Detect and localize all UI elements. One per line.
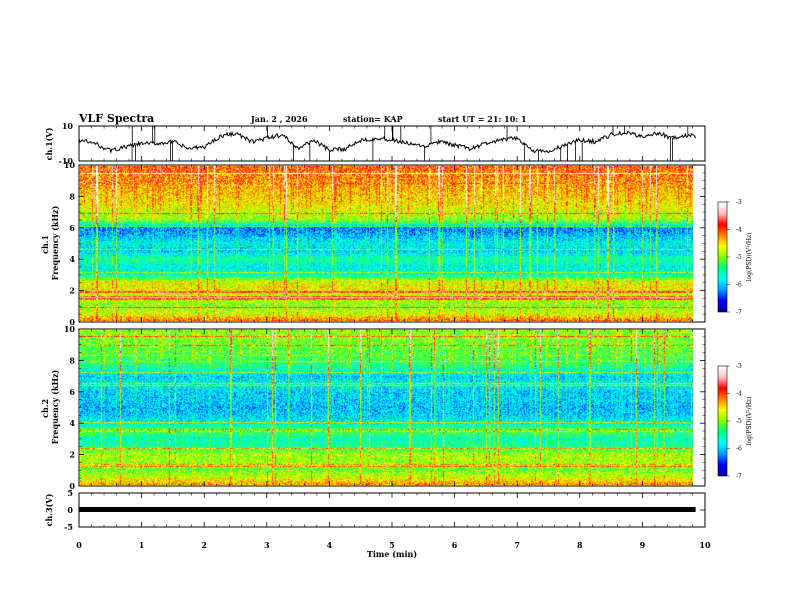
x-axis-label: Time (min) [367,549,417,559]
y-tick-label: 0 [69,481,75,491]
start-time-label: start UT = 21: 10: 1 [438,114,527,124]
x-tick-label: 0 [76,540,82,550]
ch1-colorbar-label: log(PSD)(V²/Hz) [746,233,753,282]
x-tick-label: 4 [327,540,333,550]
y-tick-label: 10 [64,160,76,170]
ch2-colorbar-label: log(PSD)(V²/Hz) [746,397,753,446]
x-tick-label: 2 [201,540,207,550]
colorbar-tick-label: -3 [736,199,742,206]
ch1-colorbar [718,202,727,312]
ch2-spectrogram-image [80,330,693,485]
y-tick-label: 4 [69,418,75,428]
y-tick-label: 2 [69,450,75,460]
station-label: station= KAP [343,114,403,124]
x-tick-label: 5 [389,540,395,550]
colorbar-tick-label: -4 [736,391,742,398]
x-tick-label: 8 [577,540,583,550]
ch3-waveform-series [79,507,696,512]
y-tick-label: 8 [69,191,75,201]
colorbar-tick-label: -6 [736,282,742,289]
y-tick-label: 6 [69,223,75,233]
ch1-spectrogram-ylabel-line2: Frequency (kHz) [50,205,60,280]
ch1-waveform-spikes [131,126,689,161]
ch1-spectrogram-ylabel-line1: ch.1 [40,235,50,254]
y-tick-label: 8 [69,355,75,365]
y-tick-label: -5 [64,522,73,532]
x-tick-label: 7 [514,540,520,550]
chart-title: VLF Spectra [78,112,154,125]
y-tick-label: 5 [67,488,73,498]
x-tick-label: 6 [452,540,458,550]
x-tick-label: 3 [264,540,270,550]
y-tick-label: 2 [69,286,75,296]
y-tick-label: 10 [62,121,74,131]
colorbar-tick-label: -7 [736,473,742,480]
ch1-waveform-ylabel: ch.1(V) [44,127,54,160]
ch2-spectrogram-ylabel: ch.2 Frequency (kHz) [40,369,60,444]
colorbar-tick-label: -5 [736,254,742,261]
y-tick-label: 4 [69,254,75,264]
x-tick-label: 1 [139,540,145,550]
ch2-spectrogram-ylabel-line2: Frequency (kHz) [50,369,60,444]
y-tick-label: 10 [64,324,76,334]
colorbar-tick-label: -5 [736,418,742,425]
colorbar-tick-label: -4 [736,227,742,234]
ch1-waveform-series [78,130,697,155]
axes-group: 0 1 2 3 4 5 6 7 8 9 1010-100246810024681050-5-3-4-… [59,121,742,550]
x-tick-label: 10 [699,540,711,550]
colorbar-tick-label: -6 [736,446,742,453]
colorbar-tick-label: -3 [736,363,742,370]
ch1-spectrogram-ylabel: ch.1 Frequency (kHz) [40,205,60,280]
y-tick-label: -10 [59,156,74,166]
date-label: Jan. 2 , 2026 [250,114,308,124]
ch2-colorbar [718,366,727,476]
ch3-waveform-ylabel: ch.3(V) [44,493,54,526]
ch1-spectrogram-image [80,166,693,321]
y-tick-label: 0 [67,505,73,515]
y-tick-label: 0 [69,317,75,327]
colorbar-tick-label: -7 [736,309,742,316]
ch2-spectrogram-ylabel-line1: ch.2 [40,399,50,418]
x-tick-label: 9 [640,540,646,550]
y-tick-label: 6 [69,387,75,397]
